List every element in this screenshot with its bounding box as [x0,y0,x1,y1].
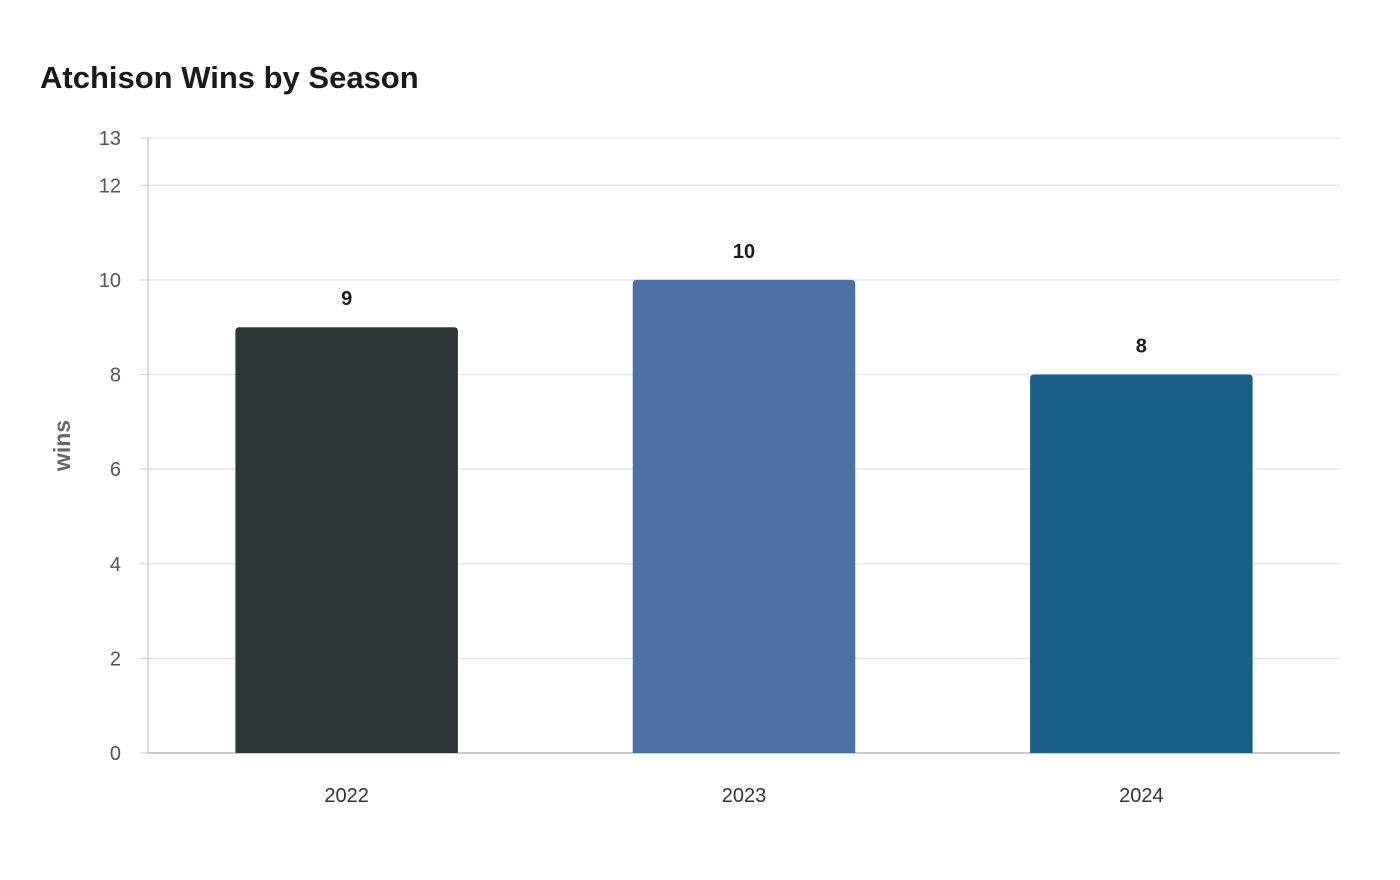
y-tick-label-13: 13 [99,128,121,150]
bars [235,279,1253,753]
data-label-2023: 10 [733,241,755,263]
chart-title: Atchison Wins by Season [40,60,419,95]
data-label-2022: 9 [341,288,352,310]
x-tick-label-2022: 2022 [324,785,369,807]
y-tick-label-6: 6 [110,459,121,481]
y-tick-label-2: 2 [110,648,121,670]
y-axis-title: wins [49,420,75,472]
x-axis-ticks: 2022 2023 2024 [324,785,1163,807]
bar-2022[interactable] [235,327,458,753]
bar-2024[interactable] [1030,374,1253,753]
y-axis-ticks: 0 2 4 6 8 10 12 13 [99,128,148,765]
x-tick-label-2024: 2024 [1119,785,1164,807]
y-tick-label-10: 10 [99,270,121,292]
y-tick-label-4: 4 [110,554,121,576]
bar-2023[interactable] [632,279,856,753]
data-label-2024: 8 [1136,336,1147,358]
y-tick-label-8: 8 [110,365,121,387]
y-tick-label-0: 0 [110,743,121,765]
x-tick-label-2023: 2023 [722,785,767,807]
data-labels: 9 10 8 [341,241,1147,358]
y-tick-label-12: 12 [99,175,121,197]
